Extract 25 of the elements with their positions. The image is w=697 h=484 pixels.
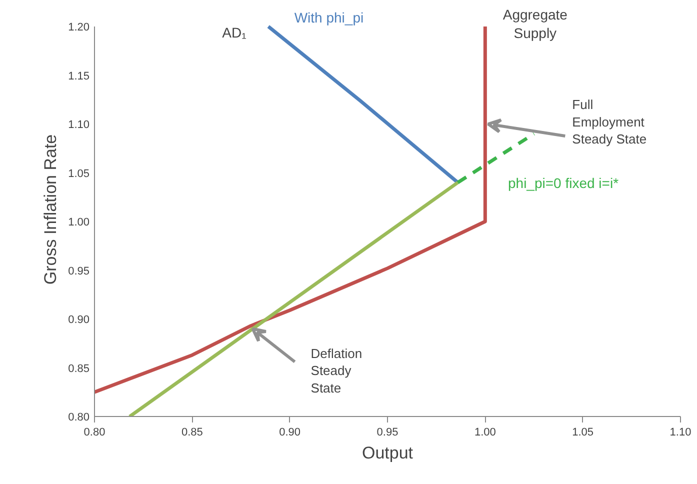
line-series (94, 24, 487, 394)
series-label: With phi_pi (294, 10, 364, 26)
series-label: phi_pi=0 fixed i=i* (508, 174, 620, 191)
y-tick-label: 0.95 (68, 265, 90, 278)
x-tick-label: 0.95 (376, 426, 398, 438)
y-tick-label: 1.20 (68, 22, 90, 34)
annotation: Full Employment Steady State (572, 97, 647, 146)
y-tick-label: 1.10 (68, 119, 90, 131)
annotation: AD₁ (222, 24, 247, 40)
y-tick-label: 1.05 (68, 168, 90, 180)
x-axis-title: Output (362, 444, 414, 462)
y-tick-label: 0.85 (68, 362, 90, 375)
x-tick-label: 1.10 (670, 426, 692, 438)
x-tick-label: 0.90 (279, 426, 301, 438)
x-tick-label: 0.80 (84, 426, 106, 438)
y-tick-label: 0.90 (68, 314, 90, 326)
y-tick-label: 0.80 (68, 412, 90, 424)
y-tick-label: 1.00 (68, 216, 90, 228)
y-axis-title: Gross Inflation Rate (41, 134, 60, 285)
annotation: Aggregate Supply (502, 6, 568, 41)
x-tick-label: 0.85 (181, 426, 203, 438)
x-tick-label: 1.00 (474, 426, 496, 438)
annotation: Deflation Steady State (310, 346, 362, 396)
x-tick-label: 1.05 (572, 426, 594, 438)
y-tick-label: 1.15 (68, 70, 90, 82)
